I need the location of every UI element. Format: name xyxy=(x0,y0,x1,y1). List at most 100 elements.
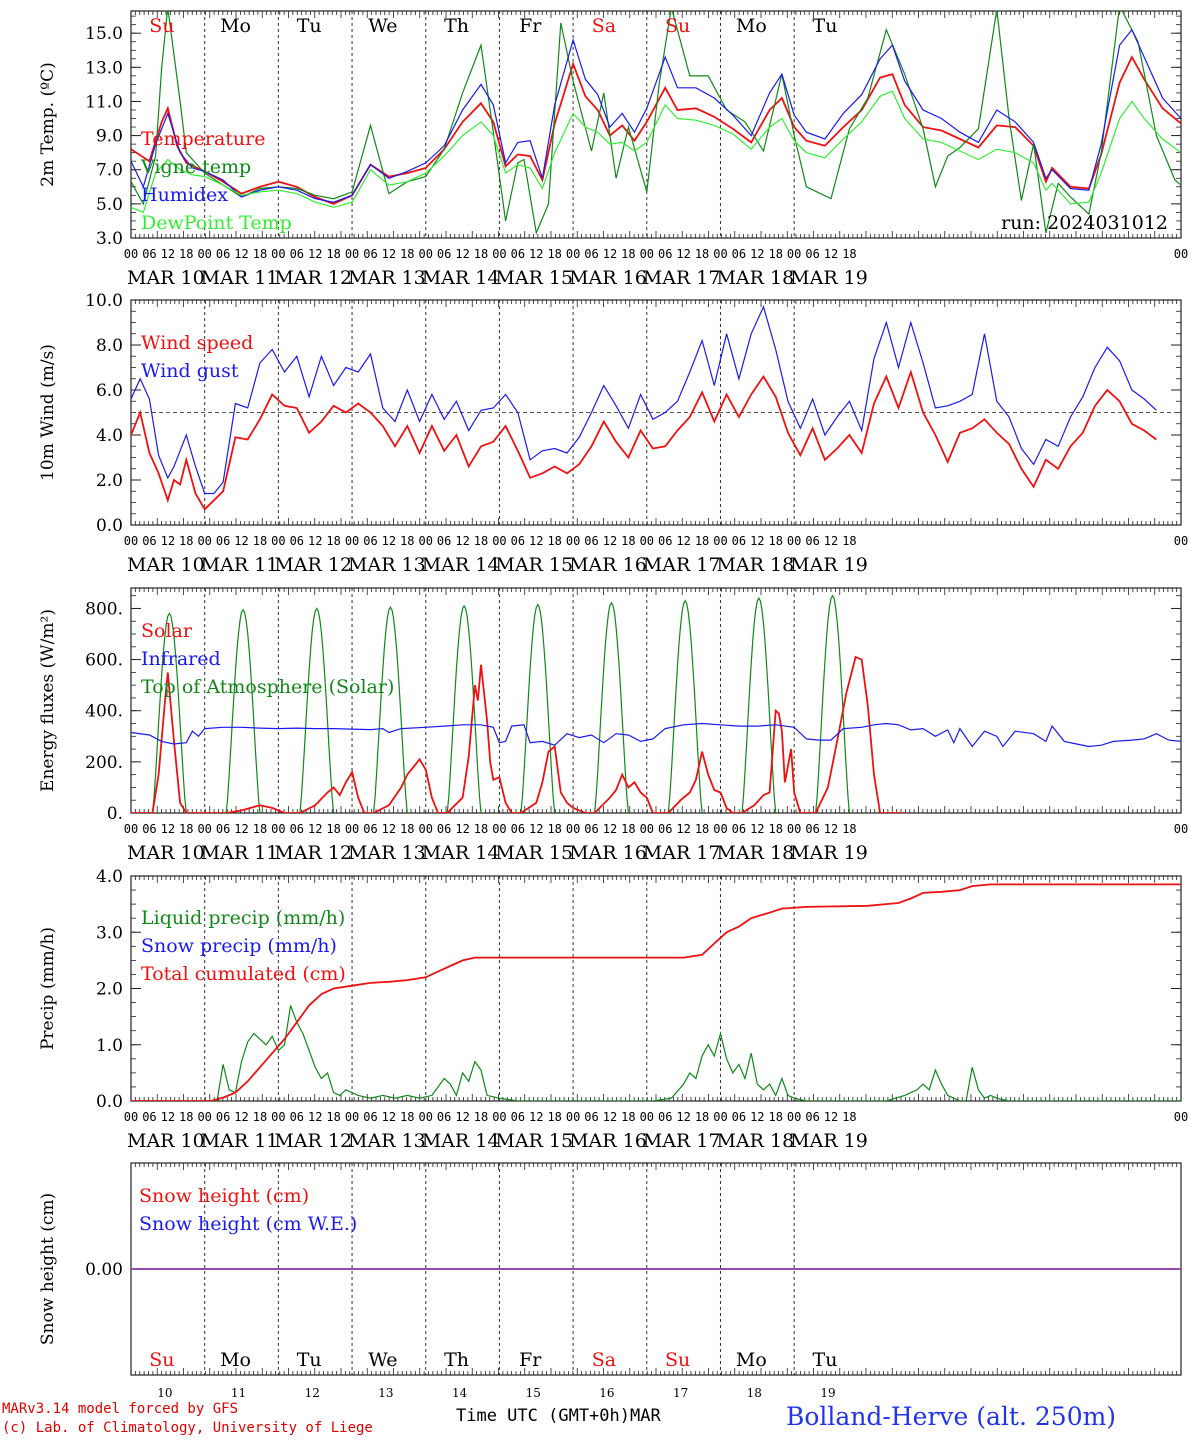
legend-entry: Snow precip (mm/h) xyxy=(141,935,337,957)
time-axis-label: Time UTC (GMT+0h)MAR xyxy=(456,1406,661,1426)
hour-label: 12 xyxy=(529,247,543,261)
hour-label: 12 xyxy=(529,822,543,836)
date-label: MAR 19 xyxy=(790,554,868,576)
hour-label: 00 xyxy=(124,247,138,261)
hour-label: 00 xyxy=(713,247,727,261)
hour-label: 06 xyxy=(290,1110,304,1124)
series-line xyxy=(131,369,1157,511)
hour-label: 00 xyxy=(197,534,211,548)
y-axis-label: Snow height (cm) xyxy=(38,1193,58,1345)
hour-label: 12 xyxy=(161,1110,175,1124)
hour-label: 18 xyxy=(474,534,488,548)
hour-label: 12 xyxy=(824,534,838,548)
hour-label: 06 xyxy=(216,1110,230,1124)
series-line xyxy=(131,305,1157,495)
series-toa-solar-line xyxy=(372,605,408,813)
y-tick-label: 15.0 xyxy=(85,24,123,44)
y-tick-label: 2.0 xyxy=(96,980,123,1000)
hour-label: 18 xyxy=(474,1110,488,1124)
run-annotation: run: 2024031012 xyxy=(1001,212,1168,234)
hour-label: 12 xyxy=(455,1110,469,1124)
legend-entry: Liquid precip (mm/h) xyxy=(141,907,345,929)
hour-label: 18 xyxy=(547,822,561,836)
hour-label: 18 xyxy=(695,247,709,261)
hour-label: 06 xyxy=(363,822,377,836)
hour-label: 12 xyxy=(382,247,396,261)
series-line xyxy=(131,883,1181,1101)
hour-label: 06 xyxy=(142,534,156,548)
date-label: MAR 16 xyxy=(569,842,647,864)
day-number-label: 12 xyxy=(305,1386,320,1400)
series-line xyxy=(131,55,1181,205)
hour-label: 00 xyxy=(419,1110,433,1124)
series-line xyxy=(131,90,1181,214)
hour-label: 00 xyxy=(1174,534,1188,548)
y-tick-label: 6.0 xyxy=(96,381,123,401)
hour-label: 12 xyxy=(308,1110,322,1124)
hour-label: 18 xyxy=(769,247,783,261)
hour-label: 18 xyxy=(400,534,414,548)
series-line xyxy=(131,722,1181,748)
hour-label: 00 xyxy=(345,822,359,836)
hour-label: 18 xyxy=(179,247,193,261)
hour-label: 18 xyxy=(400,1110,414,1124)
hour-label: 18 xyxy=(842,247,856,261)
hour-label: 18 xyxy=(474,247,488,261)
hour-label: 00 xyxy=(492,1110,506,1124)
hour-label: 12 xyxy=(308,247,322,261)
hour-label: 18 xyxy=(253,534,267,548)
hour-label: 06 xyxy=(363,534,377,548)
date-label: MAR 15 xyxy=(495,267,573,289)
date-label: MAR 19 xyxy=(790,842,868,864)
hour-label: 00 xyxy=(197,247,211,261)
footer-credits: MARv3.14 model forced by GFS (c) Lab. of… xyxy=(2,1400,373,1438)
hour-label: 18 xyxy=(842,822,856,836)
hour-label: 06 xyxy=(437,1110,451,1124)
hour-label: 00 xyxy=(640,247,654,261)
day-number-label: 11 xyxy=(231,1386,246,1400)
hour-label: 00 xyxy=(271,1110,285,1124)
weekday-label-top: Tu xyxy=(813,15,838,37)
hour-label: 06 xyxy=(437,534,451,548)
date-label: MAR 16 xyxy=(569,1130,647,1152)
hour-label: 00 xyxy=(787,534,801,548)
hour-label: 06 xyxy=(732,1110,746,1124)
plot-frame xyxy=(130,587,1182,814)
hour-label: 12 xyxy=(676,534,690,548)
y-tick-label: 4.0 xyxy=(96,867,123,887)
date-label: MAR 10 xyxy=(127,267,205,289)
y-tick-label: 200. xyxy=(85,753,123,773)
hour-label: 00 xyxy=(566,1110,580,1124)
hour-label: 18 xyxy=(326,1110,340,1124)
hour-label: 00 xyxy=(419,534,433,548)
day-number-label: 14 xyxy=(452,1386,468,1400)
weekday-label-top: Su xyxy=(665,15,690,37)
series-toa-solar-line xyxy=(299,607,335,813)
y-tick-label: 0.0 xyxy=(96,1092,123,1112)
y-tick-label: 4.0 xyxy=(96,426,123,446)
weekday-label-top: Sa xyxy=(592,15,616,37)
hour-label: 06 xyxy=(290,822,304,836)
hour-label: 12 xyxy=(455,822,469,836)
hour-label: 12 xyxy=(161,534,175,548)
date-label: MAR 19 xyxy=(790,1130,868,1152)
hour-label: 12 xyxy=(234,534,248,548)
y-axis-label: Energy fluxes (W/m²) xyxy=(38,609,58,792)
hour-label: 06 xyxy=(805,534,819,548)
hour-label: 06 xyxy=(216,822,230,836)
hour-label: 18 xyxy=(769,534,783,548)
series-toa-solar-line xyxy=(151,612,187,813)
hour-label: 18 xyxy=(179,822,193,836)
hour-label: 00 xyxy=(713,822,727,836)
date-label: MAR 17 xyxy=(643,267,721,289)
hour-label: 18 xyxy=(326,534,340,548)
hour-label: 00 xyxy=(1174,822,1188,836)
lab-credit: (c) Lab. of Climatology, University of L… xyxy=(2,1420,373,1436)
hour-label: 06 xyxy=(437,822,451,836)
legend-entry: Infrared xyxy=(141,648,221,670)
hour-label: 12 xyxy=(161,822,175,836)
date-label: MAR 12 xyxy=(274,842,352,864)
y-axis-label: 10m Wind (m/s) xyxy=(38,344,58,481)
hour-label: 12 xyxy=(824,1110,838,1124)
y-tick-label: 11.0 xyxy=(85,92,123,112)
